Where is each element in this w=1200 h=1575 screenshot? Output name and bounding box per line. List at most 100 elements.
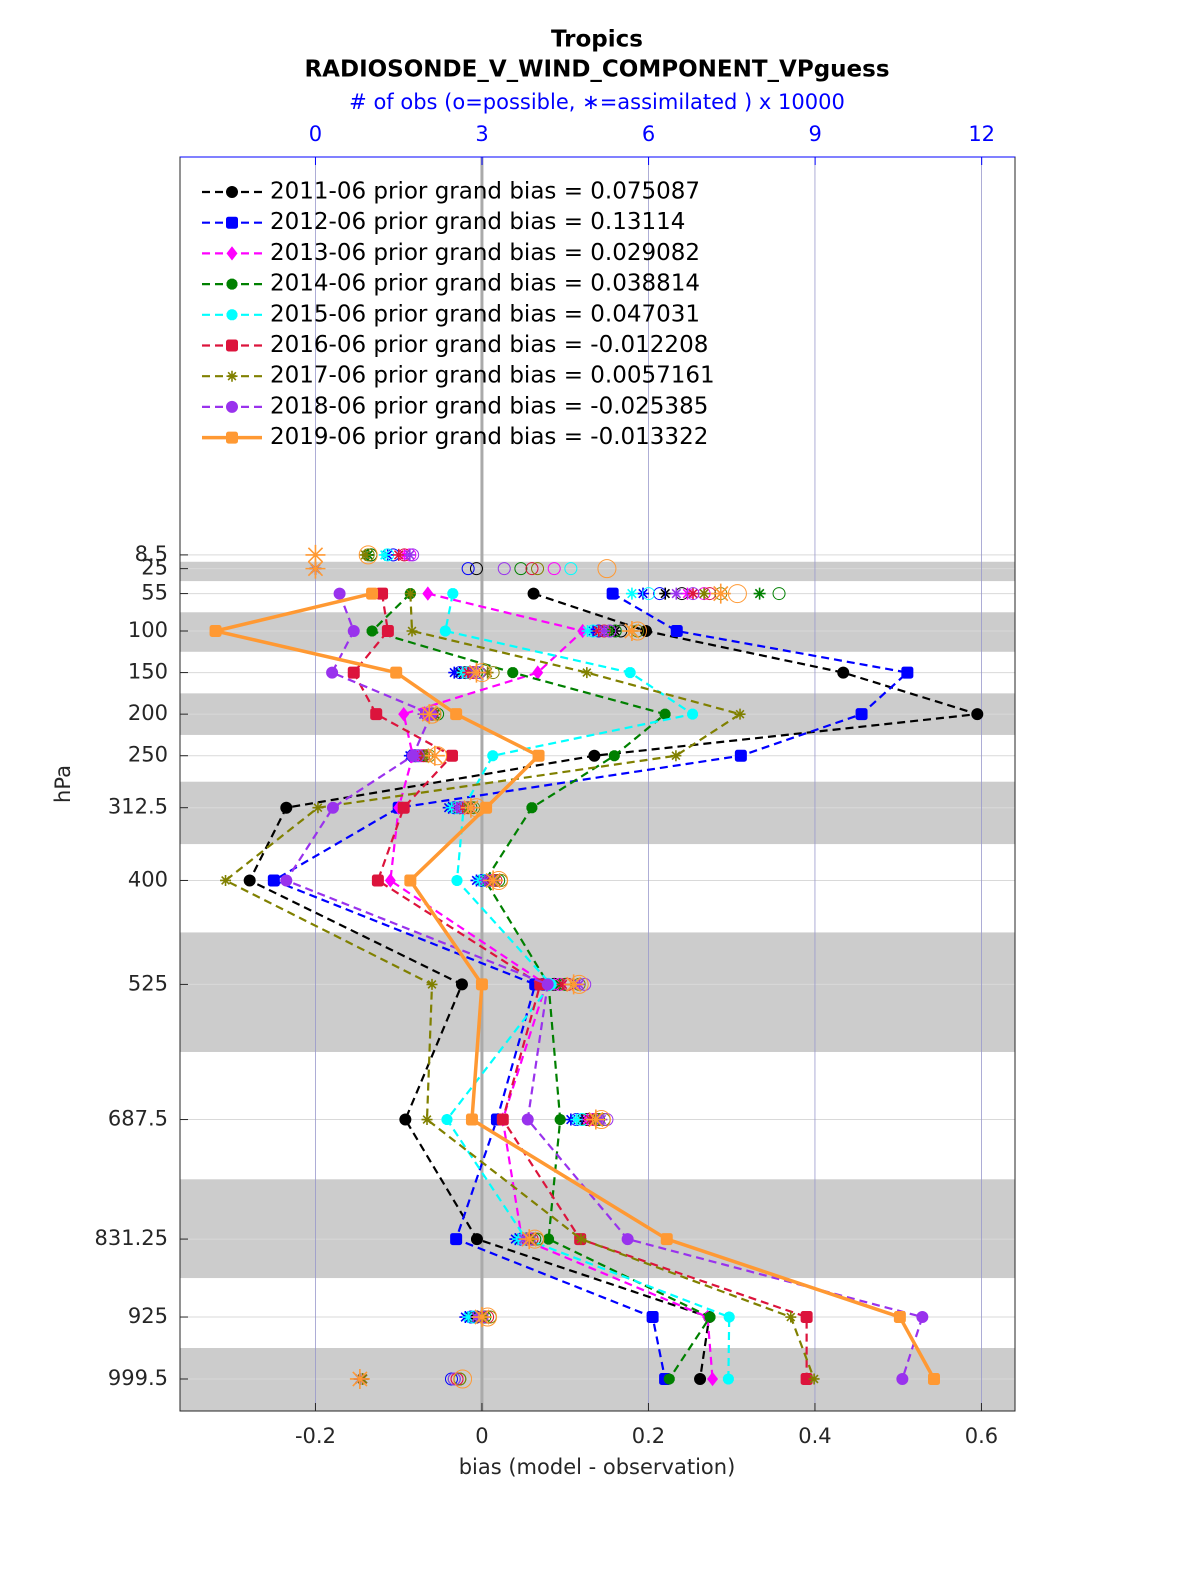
data-point (855, 708, 868, 721)
data-point (399, 1113, 412, 1126)
y-tick-label: 250 (128, 743, 168, 767)
data-point (659, 708, 671, 720)
data-point (390, 666, 403, 679)
legend-label: 2014-06 prior grand bias = 0.038814 (270, 271, 700, 297)
obs-assimilated (563, 974, 584, 995)
data-point (526, 802, 538, 814)
data-point (487, 750, 499, 762)
data-point (381, 624, 394, 637)
obs-assimilated (451, 801, 464, 814)
data-point (366, 587, 379, 600)
obs-assimilated (462, 1311, 475, 1324)
data-point (541, 978, 554, 991)
data-point (439, 625, 451, 637)
obs-assimilated (598, 624, 611, 637)
data-point (406, 625, 418, 637)
obs-assimilated (686, 587, 699, 600)
obs-assimilated (698, 587, 711, 600)
data-point (421, 1114, 433, 1126)
data-point (326, 801, 339, 814)
data-point (397, 801, 410, 814)
obs-possible (358, 545, 378, 565)
x-tick-label: 0.2 (632, 1424, 665, 1448)
obs-assimilated (556, 978, 569, 991)
obs-assimilated (305, 558, 326, 579)
obs-assimilated (670, 587, 683, 600)
data-point (707, 1371, 719, 1387)
obs-possible (469, 562, 483, 576)
data-point (687, 708, 699, 720)
data-point (808, 1373, 820, 1385)
legend-marker (226, 216, 238, 229)
y-tick-label: 25 (141, 556, 168, 580)
x2-tick-label: 6 (642, 122, 655, 146)
data-point (447, 588, 459, 600)
data-point (280, 874, 293, 887)
data-point (243, 874, 256, 887)
data-point (267, 874, 280, 887)
obs-assimilated (570, 1113, 583, 1126)
data-point (927, 1372, 940, 1385)
data-point (694, 1372, 707, 1385)
data-point (406, 749, 419, 762)
y-tick-label: 312.5 (108, 795, 168, 819)
obs-possible (514, 562, 528, 576)
data-point (465, 1113, 478, 1126)
obs-possible (447, 1372, 461, 1386)
data-point (333, 587, 346, 600)
obs-possible (653, 587, 667, 601)
y-tick-label: 925 (128, 1304, 168, 1328)
series-line (248, 592, 978, 1380)
data-point (971, 708, 984, 721)
obs-possible (450, 1372, 464, 1386)
data-point (455, 978, 468, 991)
data-point (722, 1373, 734, 1385)
legend-label: 2016-06 prior grand bias = -0.012208 (270, 332, 708, 358)
obs-possible (444, 1372, 458, 1386)
data-point (475, 978, 488, 991)
obs-assimilated (753, 587, 766, 600)
obs-assimilated (424, 745, 445, 766)
x-tick-label: -0.2 (295, 1424, 336, 1448)
obs-assimilated (466, 662, 487, 683)
data-point (554, 1114, 566, 1126)
data-point (521, 1113, 534, 1126)
data-point (470, 1233, 483, 1246)
obs-assimilated (585, 1109, 606, 1130)
data-point (660, 1233, 673, 1246)
data-point (404, 874, 417, 887)
obs-assimilated (472, 1307, 493, 1328)
obs-possible (453, 1369, 473, 1389)
legend-marker (226, 309, 238, 321)
data-point (347, 624, 360, 637)
data-point (450, 1233, 463, 1246)
data-point (398, 706, 410, 722)
legend-marker (226, 370, 238, 382)
data-point (347, 666, 360, 679)
data-point (837, 666, 850, 679)
x2-tick-label: 12 (968, 122, 995, 146)
y-tick-label: 687.5 (108, 1107, 168, 1131)
y-tick-label: 55 (141, 581, 168, 605)
data-point (663, 1373, 675, 1385)
data-point (606, 587, 619, 600)
layer-band (180, 1348, 1015, 1411)
obs-assimilated (519, 1229, 540, 1250)
legend-marker (226, 339, 238, 352)
data-point (220, 874, 232, 886)
legend-label: 2019-06 prior grand bias = -0.013322 (270, 424, 708, 450)
obs-assimilated (483, 870, 504, 891)
obs-possible (642, 587, 656, 601)
data-point (734, 708, 746, 720)
data-point (723, 1311, 735, 1323)
data-point (646, 1311, 659, 1324)
legend-label: 2013-06 prior grand bias = 0.029082 (270, 240, 700, 266)
data-point (312, 802, 324, 814)
x-axis-label: bias (model - observation) (459, 1455, 736, 1479)
obs-possible (547, 562, 561, 576)
obs-possible (497, 562, 511, 576)
data-point (370, 708, 383, 721)
data-point (704, 1311, 716, 1323)
